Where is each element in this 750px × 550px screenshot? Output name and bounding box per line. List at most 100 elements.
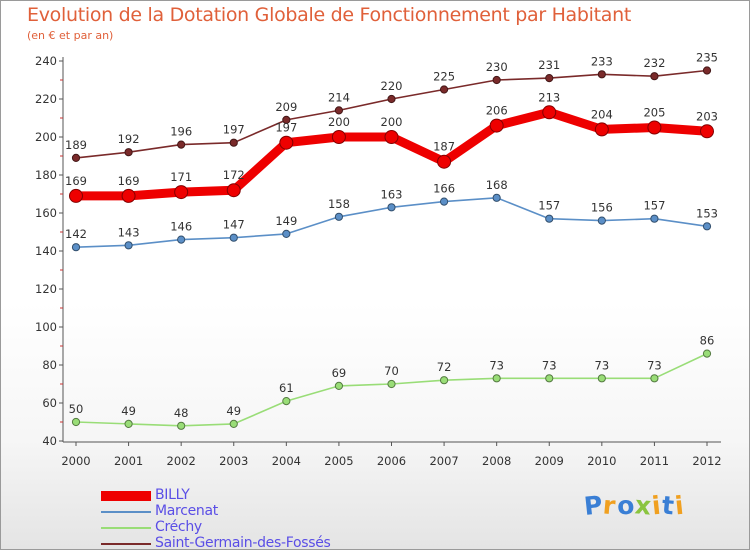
data-point bbox=[650, 214, 659, 223]
data-point bbox=[177, 140, 186, 149]
legend-label: Créchy bbox=[155, 519, 202, 535]
data-label: 48 bbox=[174, 406, 189, 420]
x-tick-label: 2007 bbox=[429, 454, 458, 468]
legend-label: Saint-Germain-des-Fossés bbox=[155, 535, 331, 550]
x-tick-label: 2000 bbox=[61, 454, 90, 468]
data-point bbox=[282, 229, 291, 238]
data-label: 50 bbox=[69, 402, 84, 416]
data-label: 73 bbox=[489, 358, 504, 372]
y-tick-label: 180 bbox=[35, 168, 57, 182]
data-point bbox=[597, 216, 606, 225]
data-point bbox=[702, 66, 712, 75]
y-tick-label: 60 bbox=[42, 396, 57, 410]
data-point bbox=[647, 120, 662, 135]
data-point bbox=[121, 188, 136, 203]
data-label: 143 bbox=[118, 225, 140, 239]
data-point bbox=[387, 203, 396, 212]
data-point bbox=[71, 417, 81, 427]
chart-subtitle: (en € et par an) bbox=[27, 29, 114, 42]
data-point bbox=[334, 212, 344, 221]
data-point bbox=[282, 397, 291, 406]
data-point bbox=[702, 349, 712, 358]
data-label: 73 bbox=[542, 358, 557, 372]
data-point bbox=[650, 72, 659, 81]
data-label: 70 bbox=[384, 364, 399, 378]
data-point bbox=[282, 115, 291, 125]
data-point bbox=[545, 74, 554, 83]
data-label: 230 bbox=[486, 60, 508, 74]
logo-letter: i bbox=[673, 490, 686, 521]
data-label: 72 bbox=[437, 360, 452, 374]
data-point bbox=[71, 243, 81, 252]
data-label: 187 bbox=[433, 140, 455, 154]
data-point bbox=[174, 185, 189, 200]
legend-swatch bbox=[101, 491, 151, 501]
data-point bbox=[384, 130, 399, 144]
data-point bbox=[594, 122, 609, 137]
data-point bbox=[279, 135, 294, 150]
data-label: 156 bbox=[591, 201, 613, 215]
data-label: 153 bbox=[696, 206, 718, 220]
data-label: 233 bbox=[591, 54, 613, 68]
data-label: 172 bbox=[223, 168, 245, 182]
data-point bbox=[650, 374, 659, 383]
data-label: 86 bbox=[700, 334, 715, 348]
x-tick-label: 2011 bbox=[640, 454, 669, 468]
y-tick-label: 100 bbox=[35, 320, 57, 334]
data-label: 235 bbox=[696, 51, 718, 65]
x-tick-label: 2009 bbox=[535, 454, 564, 468]
x-tick-label: 2005 bbox=[324, 454, 353, 468]
y-tick-label: 120 bbox=[35, 282, 57, 296]
data-label: 232 bbox=[643, 56, 665, 70]
data-label: 169 bbox=[65, 174, 87, 188]
data-point bbox=[177, 421, 186, 430]
data-label: 61 bbox=[279, 381, 294, 395]
data-point bbox=[124, 419, 133, 428]
data-label: 214 bbox=[328, 90, 350, 104]
data-point bbox=[229, 138, 238, 147]
data-label: 142 bbox=[65, 227, 87, 241]
y-tick-label: 140 bbox=[35, 244, 57, 258]
x-tick-label: 2004 bbox=[272, 454, 301, 468]
data-point bbox=[177, 235, 186, 244]
x-tick-label: 2002 bbox=[167, 454, 196, 468]
data-point bbox=[439, 376, 449, 385]
data-label: 213 bbox=[538, 90, 560, 104]
y-tick-label: 220 bbox=[35, 92, 57, 106]
y-tick-label: 80 bbox=[42, 358, 57, 372]
data-point bbox=[702, 222, 712, 231]
data-label: 206 bbox=[486, 104, 508, 118]
data-point bbox=[334, 381, 344, 390]
legend-swatch bbox=[101, 527, 151, 529]
data-label: 200 bbox=[381, 115, 403, 129]
data-point bbox=[124, 241, 133, 250]
data-point bbox=[492, 193, 501, 202]
legend-label: BILLY bbox=[155, 487, 190, 503]
data-point bbox=[545, 214, 554, 223]
data-point bbox=[597, 374, 606, 383]
data-label: 204 bbox=[591, 107, 613, 121]
data-label: 203 bbox=[696, 109, 718, 123]
data-label: 197 bbox=[275, 121, 297, 135]
data-point bbox=[334, 106, 344, 115]
x-tick-label: 2001 bbox=[114, 454, 143, 468]
data-point bbox=[331, 130, 346, 144]
data-point bbox=[71, 153, 81, 162]
data-label: 73 bbox=[647, 358, 662, 372]
proxiti-logo: Proxiti bbox=[583, 490, 686, 521]
data-label: 225 bbox=[433, 70, 455, 84]
data-point bbox=[124, 148, 133, 157]
data-label: 49 bbox=[121, 404, 136, 418]
y-tick-label: 160 bbox=[35, 206, 57, 220]
data-label: 158 bbox=[328, 197, 350, 211]
data-label: 189 bbox=[65, 138, 87, 152]
data-label: 192 bbox=[118, 132, 140, 146]
data-label: 166 bbox=[433, 182, 455, 196]
data-point bbox=[439, 85, 449, 94]
data-label: 169 bbox=[118, 174, 140, 188]
x-tick-label: 2012 bbox=[692, 454, 721, 468]
data-label: 163 bbox=[381, 187, 403, 201]
x-tick-label: 2006 bbox=[377, 454, 406, 468]
data-point bbox=[492, 374, 501, 383]
